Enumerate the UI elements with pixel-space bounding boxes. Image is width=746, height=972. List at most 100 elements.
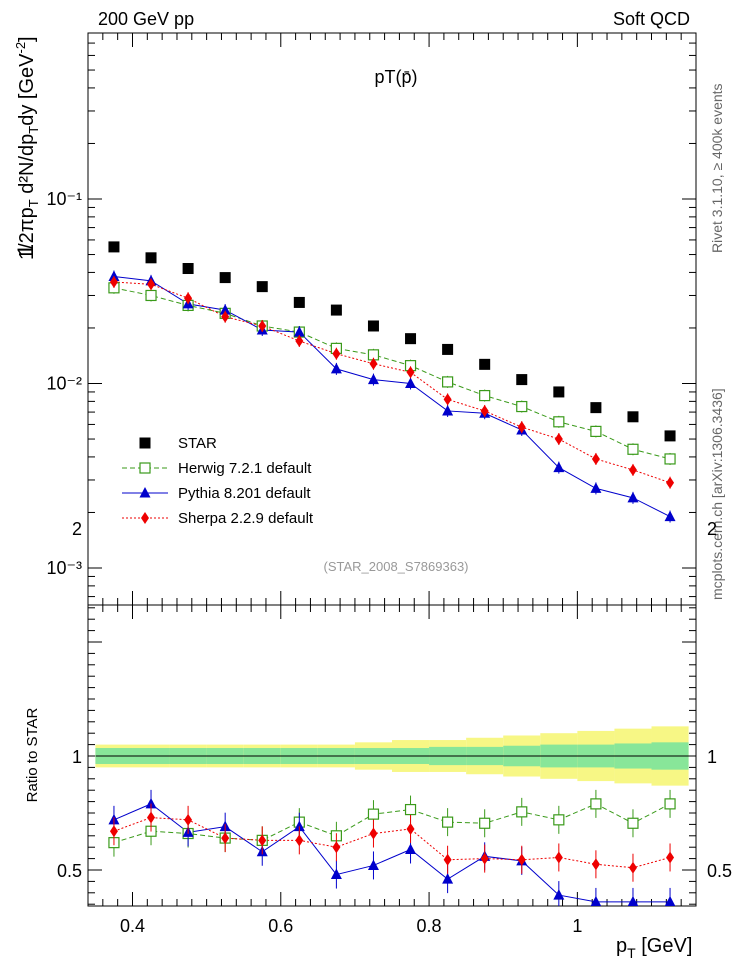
ratio-y-tick-label-right: 2: [707, 519, 717, 539]
data-point: [442, 343, 454, 355]
data-point: [442, 404, 454, 416]
data-point: [108, 270, 120, 282]
data-point: [627, 491, 639, 503]
ratio-point: [404, 803, 417, 816]
ratio-point: [332, 841, 341, 854]
ratio-point: [367, 859, 379, 870]
data-point: [295, 334, 304, 347]
ratio-point: [145, 797, 157, 809]
ratio-point: [517, 853, 526, 866]
chart-title: pT(p̄): [374, 67, 417, 87]
data-point: [147, 278, 156, 291]
legend-marker: [141, 512, 149, 524]
data-point: [664, 453, 676, 465]
x-tick-label: 1: [572, 916, 582, 936]
data-point: [293, 296, 305, 308]
reference-label: (STAR_2008_S7869363): [323, 559, 468, 574]
data-point: [405, 377, 417, 388]
ratio-point: [258, 834, 267, 847]
side-text-mcplots: mcplots.cern.ch [arXiv:1306.3436]: [709, 388, 725, 600]
y-tick-label: 10⁻¹: [46, 189, 82, 209]
data-point: [553, 461, 565, 473]
ratio-y-tick-label: 2: [72, 519, 82, 539]
series-line: [113, 281, 671, 484]
ratio-point: [480, 852, 489, 865]
main-panel: 10⁻³ 10⁻² 10⁻¹ pT(p̄): [46, 32, 697, 606]
data-point: [221, 310, 230, 323]
ratio-line: [113, 803, 671, 844]
ratio-point: [369, 827, 378, 840]
data-point: [109, 275, 118, 288]
ratio-point: [367, 808, 380, 820]
series-line: [113, 276, 671, 518]
data-point: [480, 404, 489, 417]
ratio-point: [664, 798, 676, 810]
ratio-line: [113, 803, 671, 903]
data-point: [591, 452, 600, 465]
data-point: [516, 374, 528, 386]
data-point: [628, 463, 637, 476]
side-text-rivet: Rivet 3.1.10, ≥ 400k events: [709, 83, 725, 253]
x-tick-label: 0.4: [120, 916, 145, 936]
legend-marker: [139, 437, 151, 449]
data-point: [664, 510, 676, 522]
ratio-point: [406, 822, 415, 835]
series-line: [113, 287, 671, 460]
data-point: [182, 263, 194, 275]
ratio-point: [295, 834, 304, 847]
ratio-y-tick-label: 0.5: [57, 861, 82, 881]
data-point: [256, 281, 268, 293]
data-point: [367, 373, 379, 385]
data-point: [405, 333, 417, 345]
ratio-point: [221, 832, 230, 845]
data-point: [219, 304, 231, 315]
ratio-point: [184, 813, 193, 826]
ratio-series: [108, 789, 676, 906]
data-point: [554, 433, 563, 446]
data-point: [293, 326, 305, 337]
data-point: [367, 320, 379, 332]
x-axis-title: pT [GeV]: [616, 935, 692, 961]
ratio-point: [554, 851, 563, 864]
ratio-y-tick-label-right: 1: [707, 747, 717, 767]
legend-marker: [139, 487, 151, 498]
data-point: [553, 416, 565, 428]
data-point: [479, 358, 491, 370]
ratio-point: [516, 806, 528, 818]
top-y-axis-title: 1: [13, 244, 38, 256]
data-point: [108, 241, 120, 253]
data-point: [627, 443, 639, 455]
ratio-point: [664, 895, 676, 906]
data-point: [516, 400, 528, 413]
svg-text:1: 1: [13, 244, 38, 256]
data-point: [443, 393, 452, 406]
ratio-y-tick-label-right: 0.5: [707, 861, 732, 881]
ratio-point: [627, 895, 639, 906]
ratio-point: [590, 895, 602, 906]
ratio-point: [591, 858, 600, 871]
data-point: [590, 425, 602, 438]
data-point: [330, 304, 342, 316]
ratio-point: [147, 811, 156, 824]
y-axis-title: 1/2πpT d²N/dpTdy [GeV-2]: [13, 36, 41, 260]
data-point: [590, 482, 602, 493]
x-tick-label: 0.6: [268, 916, 293, 936]
data-point: [442, 376, 454, 388]
data-point: [145, 289, 157, 302]
ratio-point: [443, 853, 452, 866]
ratio-point: [666, 851, 675, 864]
data-point: [553, 386, 565, 398]
legend-label: Sherpa 2.2.9 default: [178, 510, 314, 527]
ratio-point: [442, 816, 454, 828]
ratio-panel: 0.4 0.6 0.8 1 pT [GeV] 0.5 0.5 1 1 2 2 Ratio to STA…: [24, 33, 732, 961]
data-point: [145, 252, 157, 264]
data-point: [369, 357, 378, 370]
ratio-point: [442, 873, 454, 884]
data-point: [332, 347, 341, 360]
header-left: 200 GeV pp: [98, 9, 194, 29]
legend-label: Pythia 8.201 default: [178, 485, 311, 502]
data-point: [664, 430, 676, 442]
header-right: Soft QCD: [613, 9, 690, 29]
x-tick-label: 0.8: [417, 916, 442, 936]
